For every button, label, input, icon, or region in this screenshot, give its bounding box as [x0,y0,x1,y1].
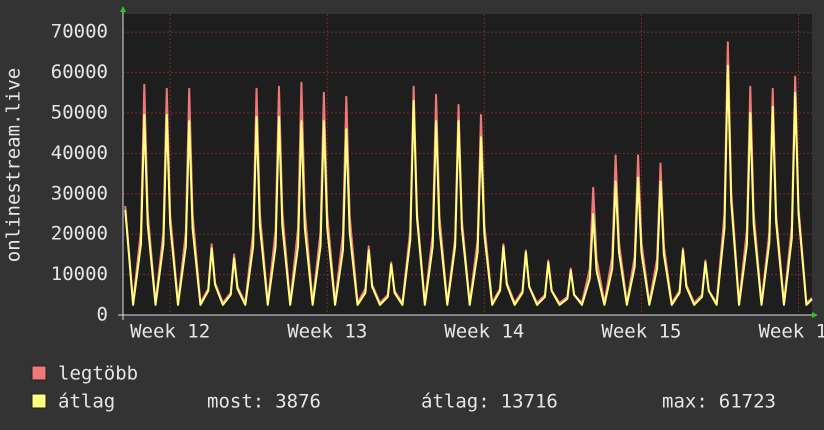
y-tick-label: 50000 [51,101,108,123]
legend-swatch [31,393,47,409]
stat-value: 3876 [275,391,321,413]
x-tick-label: Week 12 [130,321,210,343]
y-tick-label: 30000 [51,182,108,204]
axis-arrow [812,312,818,318]
stat-value: 13716 [501,391,558,413]
x-tick-label: Week 13 [287,321,367,343]
stat-label: max: [662,391,708,413]
y-tick-label: 40000 [51,142,108,164]
plot-area [123,14,812,315]
legend-swatch [31,365,47,381]
y-tick-label: 10000 [51,263,108,285]
y-tick-label: 60000 [51,61,108,83]
stat-value: 61723 [719,391,776,413]
x-tick-label: Week 15 [601,321,681,343]
legend: legtöbb átlag most: 3876 átlag: 13716 max: 6172… [31,363,776,413]
x-tick-label: Week 16 [758,321,824,343]
stat-label: átlag: [421,391,490,413]
x-tick-label: Week 14 [444,321,524,343]
y-axis-title: onlinestream.live [3,68,25,262]
stat-label: most: [207,391,264,413]
legend-label: átlag [58,391,115,413]
axis-arrow [120,6,126,12]
legend-label: legtöbb [58,363,138,385]
y-tick-label: 20000 [51,223,108,245]
lines [124,41,813,306]
y-tick-label: 70000 [51,21,108,43]
y-tick-label: 0 [97,304,108,326]
series-line [124,64,813,306]
